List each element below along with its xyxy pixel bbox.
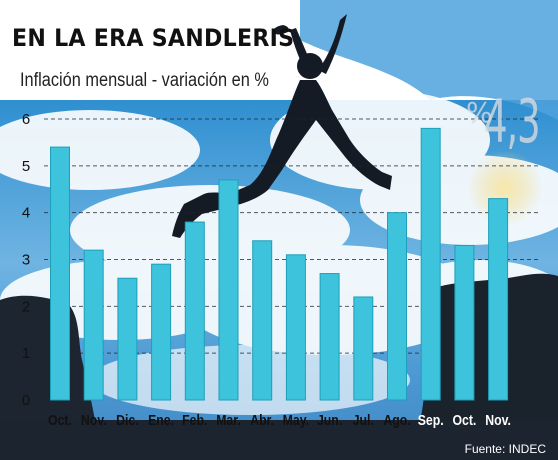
chart-title: EN LA ERA SANDLERIS [12, 24, 295, 52]
x-tick-label: Dic. [116, 412, 139, 428]
x-tick-label: Jun. [317, 412, 342, 428]
y-tick-label: 6 [22, 111, 30, 128]
bars [50, 127, 509, 401]
y-tick-label: 5 [22, 158, 30, 175]
bar-nov-13 [488, 198, 509, 401]
x-tick-label: Abr. [250, 412, 274, 428]
highlight-value: 4,3 [484, 87, 541, 157]
bar-nov-1 [83, 249, 104, 401]
x-tick-label: Jul. [353, 412, 374, 428]
bar-abr-6 [252, 240, 273, 401]
bar-ene-3 [151, 263, 172, 401]
x-tick-label: Oct. [452, 412, 476, 428]
y-tick-label: 2 [22, 298, 30, 315]
x-tick-label: Ago. [383, 412, 410, 428]
y-tick-label: 4 [22, 205, 30, 222]
x-tick-label: May. [283, 412, 309, 428]
bar-oct-0 [50, 146, 70, 401]
bar-jul-9 [353, 296, 374, 401]
chart-subtitle: Inflación mensual - variación en % [20, 70, 269, 91]
x-tick-label: Nov. [81, 412, 107, 428]
bar-ago-10 [387, 212, 407, 401]
x-tick-label: Ene. [148, 412, 174, 428]
bar-mar-5 [218, 179, 239, 401]
bar-dic-2 [117, 277, 138, 401]
source-note: Fuente: INDEC [458, 440, 552, 458]
bar-sep-11 [420, 127, 441, 401]
x-tick-label: Nov. [485, 412, 511, 428]
x-tick-label: Mar. [216, 412, 241, 428]
bar-oct-12 [454, 244, 475, 401]
bar-may-7 [285, 254, 306, 401]
bar-jun-8 [319, 273, 340, 401]
x-axis-labels: Oct. Nov. Dic. Ene. Feb. Mar. Abr. May. Jun. Jul.… [48, 412, 511, 428]
x-tick-label: Sep. [418, 412, 444, 428]
y-tick-label: 0 [22, 392, 30, 409]
x-tick-label: Feb. [182, 412, 207, 428]
highlight-unit: % [466, 96, 493, 129]
left-cliff [0, 295, 95, 420]
x-tick-label: Oct. [48, 412, 72, 428]
sun-glow [467, 150, 543, 226]
y-tick-label: 1 [22, 345, 30, 362]
y-axis-ticks: 0 1 2 3 4 5 6 [22, 111, 30, 409]
bar-feb-4 [184, 221, 205, 401]
y-tick-label: 3 [22, 252, 30, 269]
